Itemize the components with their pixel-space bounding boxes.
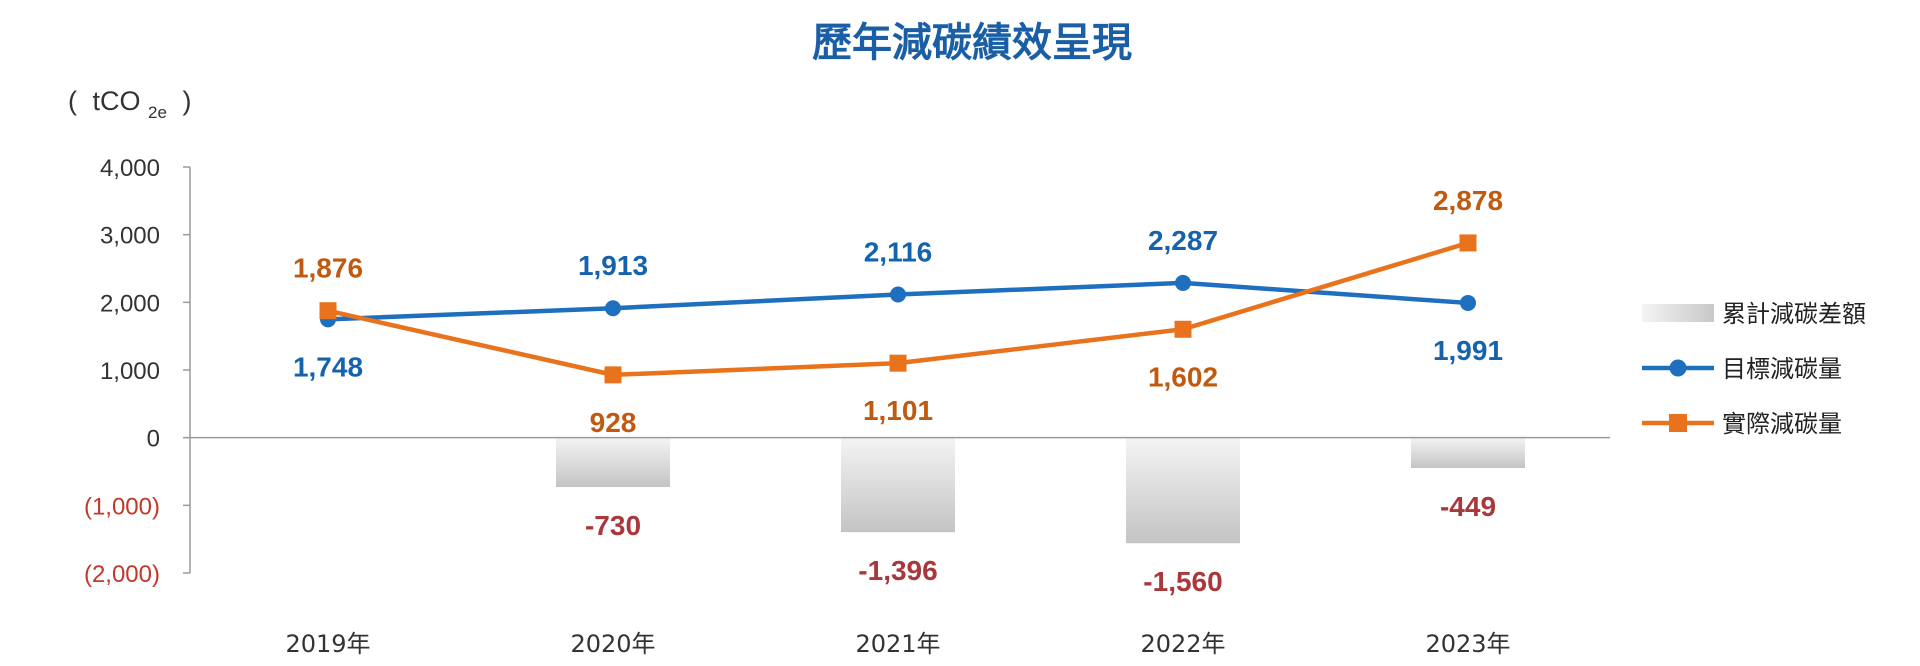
point-marker [1174, 320, 1192, 338]
data-labels: -730 -1,396 -1,560 -449 1,748 1,876 1,913 928 2,… [293, 185, 1503, 597]
legend-square-marker [1669, 414, 1687, 432]
y-axis-unit-close: ) [182, 86, 191, 116]
bar [1126, 437, 1240, 544]
bar-data-label: -449 [1440, 491, 1496, 522]
actual-data-label: 1,602 [1148, 361, 1218, 392]
y-tick-label: 3,000 [100, 223, 160, 250]
actual-data-label: 928 [590, 407, 637, 438]
x-tick-label: 2022年 [1140, 630, 1225, 658]
target-data-label: 1,748 [293, 351, 363, 382]
point-marker [604, 366, 622, 384]
x-tick-label: 2021年 [855, 630, 940, 658]
actual-data-label: 1,876 [293, 253, 363, 284]
point-marker [1460, 294, 1476, 311]
point-marker [889, 354, 907, 372]
x-tick-label: 2020年 [570, 630, 655, 658]
point-marker [605, 300, 621, 317]
y-axis-unit-main: tCO [93, 86, 141, 116]
target-data-label: 1,991 [1433, 335, 1503, 366]
actual-data-label: 1,101 [863, 395, 933, 426]
legend-circle-marker [1669, 359, 1687, 377]
line-series [319, 234, 1477, 384]
legend-bar-swatch [1642, 304, 1714, 322]
y-tick-label: 0 [147, 426, 160, 453]
point-marker [890, 286, 906, 303]
target-data-label: 2,287 [1148, 225, 1218, 256]
bar-data-label: -1,396 [858, 555, 937, 586]
chart-title: 歷年減碳績效呈現 [812, 19, 1132, 66]
y-tick-label: 4,000 [100, 155, 160, 182]
y-axis-unit: ( tCO 2e ) [68, 86, 191, 124]
point-marker [1175, 274, 1191, 291]
target-data-label: 2,116 [864, 236, 933, 267]
x-tick-label: 2019年 [285, 630, 370, 658]
bar [841, 437, 955, 533]
y-tick-label: 2,000 [100, 290, 160, 317]
bar-data-label: -730 [585, 510, 641, 541]
bar [556, 437, 670, 488]
bar [1411, 437, 1525, 469]
axes: 4,000 3,000 2,000 1,000 0 (1,000) (2,000) 2019年… [84, 155, 1610, 658]
y-axis-unit-sub: 2e [148, 103, 167, 122]
x-tick-label: 2023年 [1425, 630, 1510, 658]
point-marker [319, 302, 337, 320]
bar-series [556, 437, 1525, 544]
y-tick-label: (1,000) [84, 493, 160, 520]
actual-data-label: 2,878 [1433, 185, 1503, 216]
y-tick-label: 1,000 [100, 358, 160, 385]
target-data-label: 1,913 [578, 250, 648, 281]
legend-label: 目標減碳量 [1722, 355, 1842, 383]
bar-data-label: -1,560 [1143, 566, 1222, 597]
point-marker [1459, 234, 1477, 252]
y-tick-label: (2,000) [84, 561, 160, 588]
y-axis-unit-open: ( [68, 86, 77, 116]
legend-label: 累計減碳差額 [1722, 300, 1866, 328]
legend-label: 實際減碳量 [1722, 410, 1842, 438]
